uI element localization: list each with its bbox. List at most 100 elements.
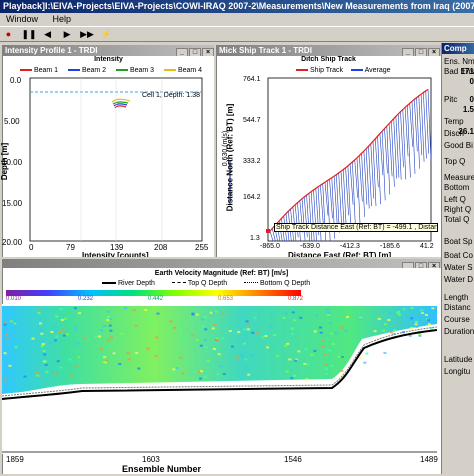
velocity-cell <box>382 329 386 332</box>
fast-forward-icon[interactable]: ▶▶ <box>80 29 94 39</box>
properties-header[interactable]: Comp <box>442 43 474 54</box>
velocity-cell <box>201 325 205 328</box>
velocity-cell <box>175 367 179 370</box>
property-label: Distanc <box>444 303 471 312</box>
velocity-cell <box>375 340 379 343</box>
velocity-cell <box>106 310 110 313</box>
forward-icon[interactable]: ▶ <box>63 29 71 39</box>
velocity-cell <box>286 342 290 345</box>
velocity-cell <box>306 363 310 366</box>
property-label: Good Bi <box>444 141 473 150</box>
velocity-cell <box>154 355 158 357</box>
property-row: Water S <box>442 263 474 273</box>
velocity-cell <box>211 327 215 330</box>
property-row: Right Q <box>442 205 474 215</box>
close-icon[interactable]: × <box>428 48 440 56</box>
close-icon[interactable]: × <box>202 48 214 56</box>
maximize-icon[interactable]: □ <box>415 48 427 56</box>
velocity-cell <box>41 343 45 346</box>
property-row: Good Bi <box>442 141 474 151</box>
velocity-cell <box>410 317 414 320</box>
pause-icon[interactable]: ❚❚ <box>21 29 37 39</box>
colorbar-tick-3: 0.653 <box>218 296 234 302</box>
minimize-icon[interactable]: _ <box>402 48 414 56</box>
velocity-stick <box>375 138 379 188</box>
velocity-stick <box>320 185 324 226</box>
velocity-stick <box>411 101 416 174</box>
velocity-cell <box>118 363 122 365</box>
property-row: Left Q <box>442 195 474 205</box>
colorbar-tick-4: 0.872 <box>288 296 304 302</box>
back-icon[interactable]: ◀ <box>44 29 51 39</box>
contour-plot-title: Earth Velocity Magnitude (Ref: BT) [m/s] <box>154 270 289 277</box>
contour-legend: River Depth Top Q Depth Bottom Q Depth <box>102 280 352 289</box>
velocity-cell <box>264 335 268 337</box>
velocity-cell <box>299 316 303 319</box>
property-row: Temp 26.1 <box>442 117 474 136</box>
shiptrack-xtick-2: -412.3 <box>340 243 360 250</box>
velocity-cell <box>108 324 112 327</box>
velocity-cell <box>337 355 341 358</box>
colorbar-tick-2: 0.442 <box>148 296 164 302</box>
velocity-cell <box>212 311 215 314</box>
velocity-cell <box>320 340 324 343</box>
property-label: Bad Ens <box>444 67 474 76</box>
menu-help[interactable]: Help <box>52 14 72 24</box>
velocity-cell <box>100 329 104 331</box>
velocity-cell <box>103 361 107 364</box>
velocity-cell <box>305 378 309 381</box>
property-row: Disch <box>442 129 474 139</box>
velocity-cell <box>255 332 259 335</box>
velocity-cell <box>99 348 103 351</box>
shiptrack-plot[interactable] <box>216 75 437 275</box>
contour-plot[interactable] <box>2 304 437 454</box>
menu-window[interactable]: Window <box>6 14 39 24</box>
velocity-cell <box>40 329 43 332</box>
contour-xtick-3: 1489 <box>420 455 438 464</box>
close-icon[interactable]: × <box>428 262 440 268</box>
property-row: Ens. Nm 171 <box>442 57 474 76</box>
minimize-icon[interactable]: _ <box>402 262 414 268</box>
intensity-window: Intensity Profile 1 - TRDI _ □ × Intensity… <box>0 43 217 260</box>
velocity-cell <box>410 307 414 310</box>
intensity-plot[interactable] <box>2 75 211 275</box>
contour-window-titlebar[interactable]: _ □ × <box>2 259 441 268</box>
shiptrack-window-titlebar[interactable]: Mick Ship Track 1 - TRDI _ □ × <box>216 45 441 56</box>
velocity-cell <box>144 309 148 311</box>
velocity-stick <box>272 228 276 242</box>
property-label: Water D <box>444 275 474 284</box>
property-row: Course <box>442 315 474 325</box>
property-label: Top Q <box>444 157 466 166</box>
velocity-cell <box>206 359 210 362</box>
minimize-icon[interactable]: _ <box>176 48 188 56</box>
legend-top-q-depth: Top Q Depth <box>172 280 227 287</box>
velocity-cell <box>212 347 216 350</box>
velocity-cell <box>288 358 292 361</box>
property-row: Pitc 1.5 <box>442 95 474 114</box>
velocity-cell <box>178 327 182 330</box>
velocity-cell <box>246 322 250 325</box>
velocity-cell <box>78 312 81 315</box>
intensity-window-titlebar[interactable]: Intensity Profile 1 - TRDI _ □ × <box>2 45 215 56</box>
shiptrack-xtick-3: -185.6 <box>380 243 400 250</box>
maximize-icon[interactable]: □ <box>189 48 201 56</box>
velocity-stick <box>368 146 372 207</box>
toolbar: ● ❚❚ ◀ ▶ ▶▶ ⚡ <box>0 27 474 42</box>
legend-beam2: Beam 2 <box>68 67 106 74</box>
velocity-cell <box>304 347 308 350</box>
velocity-cell <box>431 307 435 310</box>
bottom-q-depth-line <box>2 326 437 397</box>
velocity-cell <box>94 335 98 338</box>
velocity-cell <box>219 365 223 368</box>
velocity-cell <box>221 337 225 340</box>
colorbar-tick-1: 0.232 <box>78 296 94 302</box>
record-icon[interactable]: ● <box>5 29 12 39</box>
property-label: Latitude <box>444 355 473 364</box>
property-label: Duration <box>444 327 474 336</box>
velocity-stick <box>391 121 395 187</box>
lightning-icon[interactable]: ⚡ <box>100 29 112 39</box>
maximize-icon[interactable]: □ <box>415 262 427 268</box>
velocity-stick <box>407 105 411 178</box>
property-label: Ens. Nm <box>444 57 474 66</box>
shiptrack-ytick-3: 164.2 <box>243 194 261 201</box>
